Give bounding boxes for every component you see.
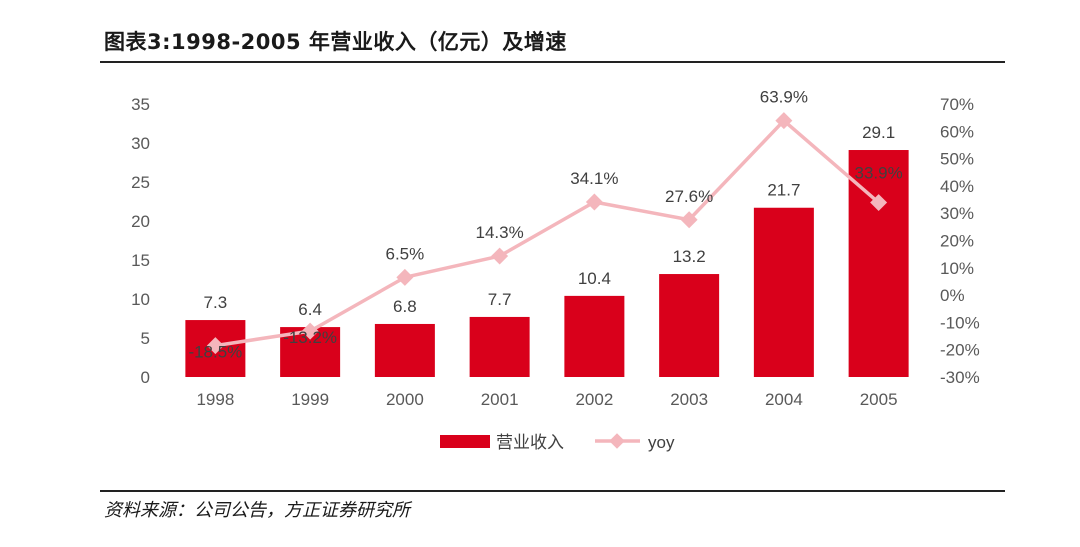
revenue-bar-label: 6.4: [298, 300, 322, 319]
left-axis-tick-label: 5: [141, 329, 150, 348]
yoy-point-label: 34.1%: [570, 169, 618, 188]
x-axis-ticks: 1998 1999 2000 2001 2002 2003 2004 2005: [196, 390, 897, 409]
x-axis-tick-label: 1999: [291, 390, 329, 409]
right-axis-tick-label: 0%: [940, 286, 965, 305]
revenue-bar: [469, 316, 530, 377]
left-axis-tick-label: 15: [131, 251, 150, 270]
title-divider: [100, 61, 1005, 63]
legend-bar-label: 营业收入: [496, 433, 564, 452]
yoy-point-marker: [491, 247, 509, 265]
yoy-point-marker: [870, 194, 888, 212]
revenue-bar-label: 29.1: [862, 123, 895, 142]
x-axis-tick-label: 2003: [670, 390, 708, 409]
revenue-bar-label: 21.7: [767, 181, 800, 200]
chart-legend: 营业收入 yoy: [440, 433, 675, 452]
left-axis-tick-label: 35: [131, 95, 150, 114]
yoy-point-label: 63.9%: [760, 88, 808, 107]
right-axis-tick-label: -10%: [940, 313, 980, 332]
yoy-line-layer: [206, 112, 888, 355]
revenue-bar: [374, 323, 435, 377]
right-axis-ticks: -30% -20% -10% 0% 10% 20% 30% 40% 50% 60% 70%: [940, 95, 980, 387]
left-axis-tick-label: 0: [141, 368, 150, 387]
yoy-point-marker: [680, 211, 698, 229]
right-axis-tick-label: 30%: [940, 204, 974, 223]
right-axis-tick-label: 60%: [940, 122, 974, 141]
source-divider: [100, 490, 1005, 492]
right-axis-tick-label: -20%: [940, 341, 980, 360]
yoy-point-label: -18.5%: [188, 343, 242, 362]
source-note: 资料来源：公司公告，方正证券研究所: [104, 500, 410, 521]
yoy-point-label: 27.6%: [665, 187, 713, 206]
yoy-point-label: -13.2%: [283, 328, 337, 347]
yoy-point-label: 6.5%: [386, 244, 425, 263]
revenue-bar: [848, 150, 909, 377]
revenue-bar: [753, 207, 814, 377]
right-axis-tick-label: 70%: [940, 95, 974, 114]
chart-title: 图表3:1998-2005 年营业收入（亿元）及增速: [104, 30, 567, 54]
left-axis-ticks: 0 5 10 15 20 25 30 35: [131, 95, 150, 387]
x-axis-tick-label: 2001: [481, 390, 519, 409]
right-axis-tick-label: 40%: [940, 177, 974, 196]
revenue-bar-label: 6.8: [393, 297, 417, 316]
revenue-bar-label: 7.7: [488, 290, 512, 309]
x-axis-tick-label: 2004: [765, 390, 803, 409]
right-axis-tick-label: -30%: [940, 368, 980, 387]
yoy-point-marker: [206, 337, 224, 355]
x-axis-tick-label: 2005: [860, 390, 898, 409]
left-axis-tick-label: 20: [131, 212, 150, 231]
yoy-line: [215, 118, 880, 348]
left-axis-tick-label: 10: [131, 290, 150, 309]
right-axis-tick-label: 50%: [940, 150, 974, 169]
x-axis-tick-label: 1998: [196, 390, 234, 409]
x-axis-tick-label: 2002: [575, 390, 613, 409]
left-axis-tick-label: 25: [131, 173, 150, 192]
revenue-bar-label: 13.2: [673, 247, 706, 266]
legend-line-marker: [609, 433, 625, 449]
revenue-bar-label: 10.4: [578, 269, 611, 288]
yoy-point-label: 33.9%: [855, 164, 903, 183]
yoy-point-label: 14.3%: [476, 223, 524, 242]
revenue-bar-labels: 7.3 6.4 6.8 7.7 10.4 13.2 21.7 29.1: [204, 123, 896, 319]
yoy-point-marker: [396, 268, 414, 286]
revenue-bar-label: 7.3: [204, 293, 228, 312]
revenue-bars: [185, 150, 909, 377]
right-axis-tick-label: 10%: [940, 259, 974, 278]
legend-bar-swatch: [440, 435, 490, 448]
yoy-point-marker: [301, 322, 319, 340]
revenue-bar: [564, 295, 625, 377]
legend-line-label: yoy: [648, 433, 675, 452]
yoy-point-labels: -18.5% -13.2% 6.5% 14.3% 34.1% 27.6% 63.9% 33.9…: [188, 88, 902, 362]
revenue-bar: [659, 274, 720, 377]
right-axis-tick-label: 20%: [940, 232, 974, 251]
yoy-point-marker: [585, 193, 603, 211]
x-axis-tick-label: 2000: [386, 390, 424, 409]
yoy-point-marker: [775, 112, 793, 130]
left-axis-tick-label: 30: [131, 134, 150, 153]
